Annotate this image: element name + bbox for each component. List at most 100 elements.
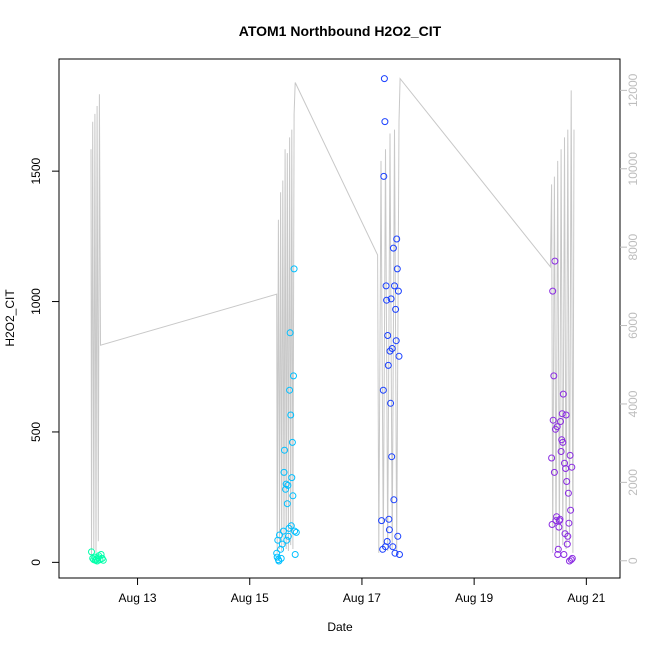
data-point xyxy=(287,411,295,419)
x-tick-label: Aug 17 xyxy=(343,591,381,605)
data-points xyxy=(88,75,576,565)
data-point xyxy=(280,468,288,476)
data-point xyxy=(566,451,574,459)
data-point xyxy=(379,386,387,394)
data-point xyxy=(278,540,286,548)
data-point xyxy=(392,337,400,345)
y2-tick-label: 6000 xyxy=(626,312,640,339)
data-point xyxy=(568,463,576,471)
data-point xyxy=(551,257,559,265)
data-point xyxy=(380,75,388,83)
secondary-series-line xyxy=(90,77,575,555)
data-point xyxy=(289,492,297,500)
data-point xyxy=(393,265,401,273)
data-point xyxy=(559,438,567,446)
data-point xyxy=(563,540,571,548)
data-point xyxy=(548,454,556,462)
data-point xyxy=(565,519,573,527)
data-point xyxy=(388,453,396,461)
y2-tick-label: 12000 xyxy=(626,73,640,107)
data-point xyxy=(383,538,391,545)
y2-axis: 0 2000 4000 6000 8000 10000 12000 xyxy=(620,73,640,564)
data-point xyxy=(284,532,292,540)
data-point xyxy=(287,522,295,530)
data-point xyxy=(394,532,402,540)
y-axis: 0 500 1000 1500 xyxy=(29,157,59,566)
plot-frame xyxy=(58,58,621,579)
data-point xyxy=(284,481,292,489)
data-point xyxy=(389,244,397,252)
chart-title: ATOM1 Northbound H2O2_CIT xyxy=(239,23,442,39)
data-point xyxy=(559,390,567,398)
data-point xyxy=(557,418,564,425)
data-point xyxy=(88,548,95,556)
data-point xyxy=(392,305,400,313)
y-tick-label: 1000 xyxy=(29,288,43,315)
data-point xyxy=(564,489,572,497)
data-point xyxy=(391,549,399,557)
data-point xyxy=(550,372,558,380)
data-point xyxy=(276,531,283,539)
data-point xyxy=(290,265,298,273)
y2-tick-label: 2000 xyxy=(626,469,640,496)
data-point xyxy=(554,545,562,553)
data-point xyxy=(282,485,290,493)
data-point xyxy=(291,551,299,558)
data-point xyxy=(290,372,297,380)
data-point xyxy=(390,496,398,504)
x-tick-label: Aug 13 xyxy=(119,591,157,605)
data-point xyxy=(384,332,392,339)
data-point xyxy=(292,528,300,536)
data-point xyxy=(277,554,285,562)
x-tick-label: Aug 19 xyxy=(455,591,493,605)
y2-tick-label: 4000 xyxy=(626,390,640,417)
data-point xyxy=(383,296,391,304)
data-point xyxy=(548,521,556,528)
data-point xyxy=(560,551,568,558)
data-point xyxy=(558,410,566,418)
data-point xyxy=(281,446,288,454)
data-point xyxy=(568,554,576,562)
data-point xyxy=(384,361,392,369)
data-point xyxy=(395,352,403,360)
data-point xyxy=(273,549,281,557)
data-point xyxy=(555,523,563,531)
y2-tick-label: 0 xyxy=(626,557,640,564)
y2-tick-label: 10000 xyxy=(626,152,640,186)
x-axis: Aug 13 Aug 15 Aug 17 Aug 19 Aug 21 xyxy=(119,578,606,605)
data-point xyxy=(389,543,397,551)
data-point xyxy=(549,416,557,424)
data-point xyxy=(550,468,558,476)
data-point xyxy=(567,556,575,564)
data-point xyxy=(388,345,396,352)
data-point xyxy=(291,527,299,535)
data-point xyxy=(279,527,287,535)
data-point xyxy=(391,282,398,290)
data-point xyxy=(387,399,395,407)
data-point xyxy=(563,478,571,485)
data-point xyxy=(378,517,386,525)
data-point xyxy=(394,287,402,295)
data-point xyxy=(549,287,557,295)
data-point xyxy=(561,459,568,467)
data-point xyxy=(562,411,570,419)
data-point xyxy=(382,282,390,290)
x-tick-label: Aug 21 xyxy=(567,591,605,605)
data-point xyxy=(381,118,389,126)
data-point xyxy=(556,515,564,523)
data-point xyxy=(564,532,572,540)
data-point xyxy=(286,329,294,337)
data-point xyxy=(288,438,296,446)
data-point xyxy=(385,515,393,523)
secondary-line xyxy=(90,77,575,555)
data-point xyxy=(380,172,388,180)
data-point xyxy=(283,536,291,544)
data-point xyxy=(286,386,294,394)
y-tick-label: 500 xyxy=(29,422,43,442)
data-point xyxy=(552,517,560,525)
data-point xyxy=(385,526,393,534)
x-axis-label: Date xyxy=(327,620,353,634)
y2-tick-label: 8000 xyxy=(626,233,640,260)
y-tick-label: 1500 xyxy=(29,157,43,184)
